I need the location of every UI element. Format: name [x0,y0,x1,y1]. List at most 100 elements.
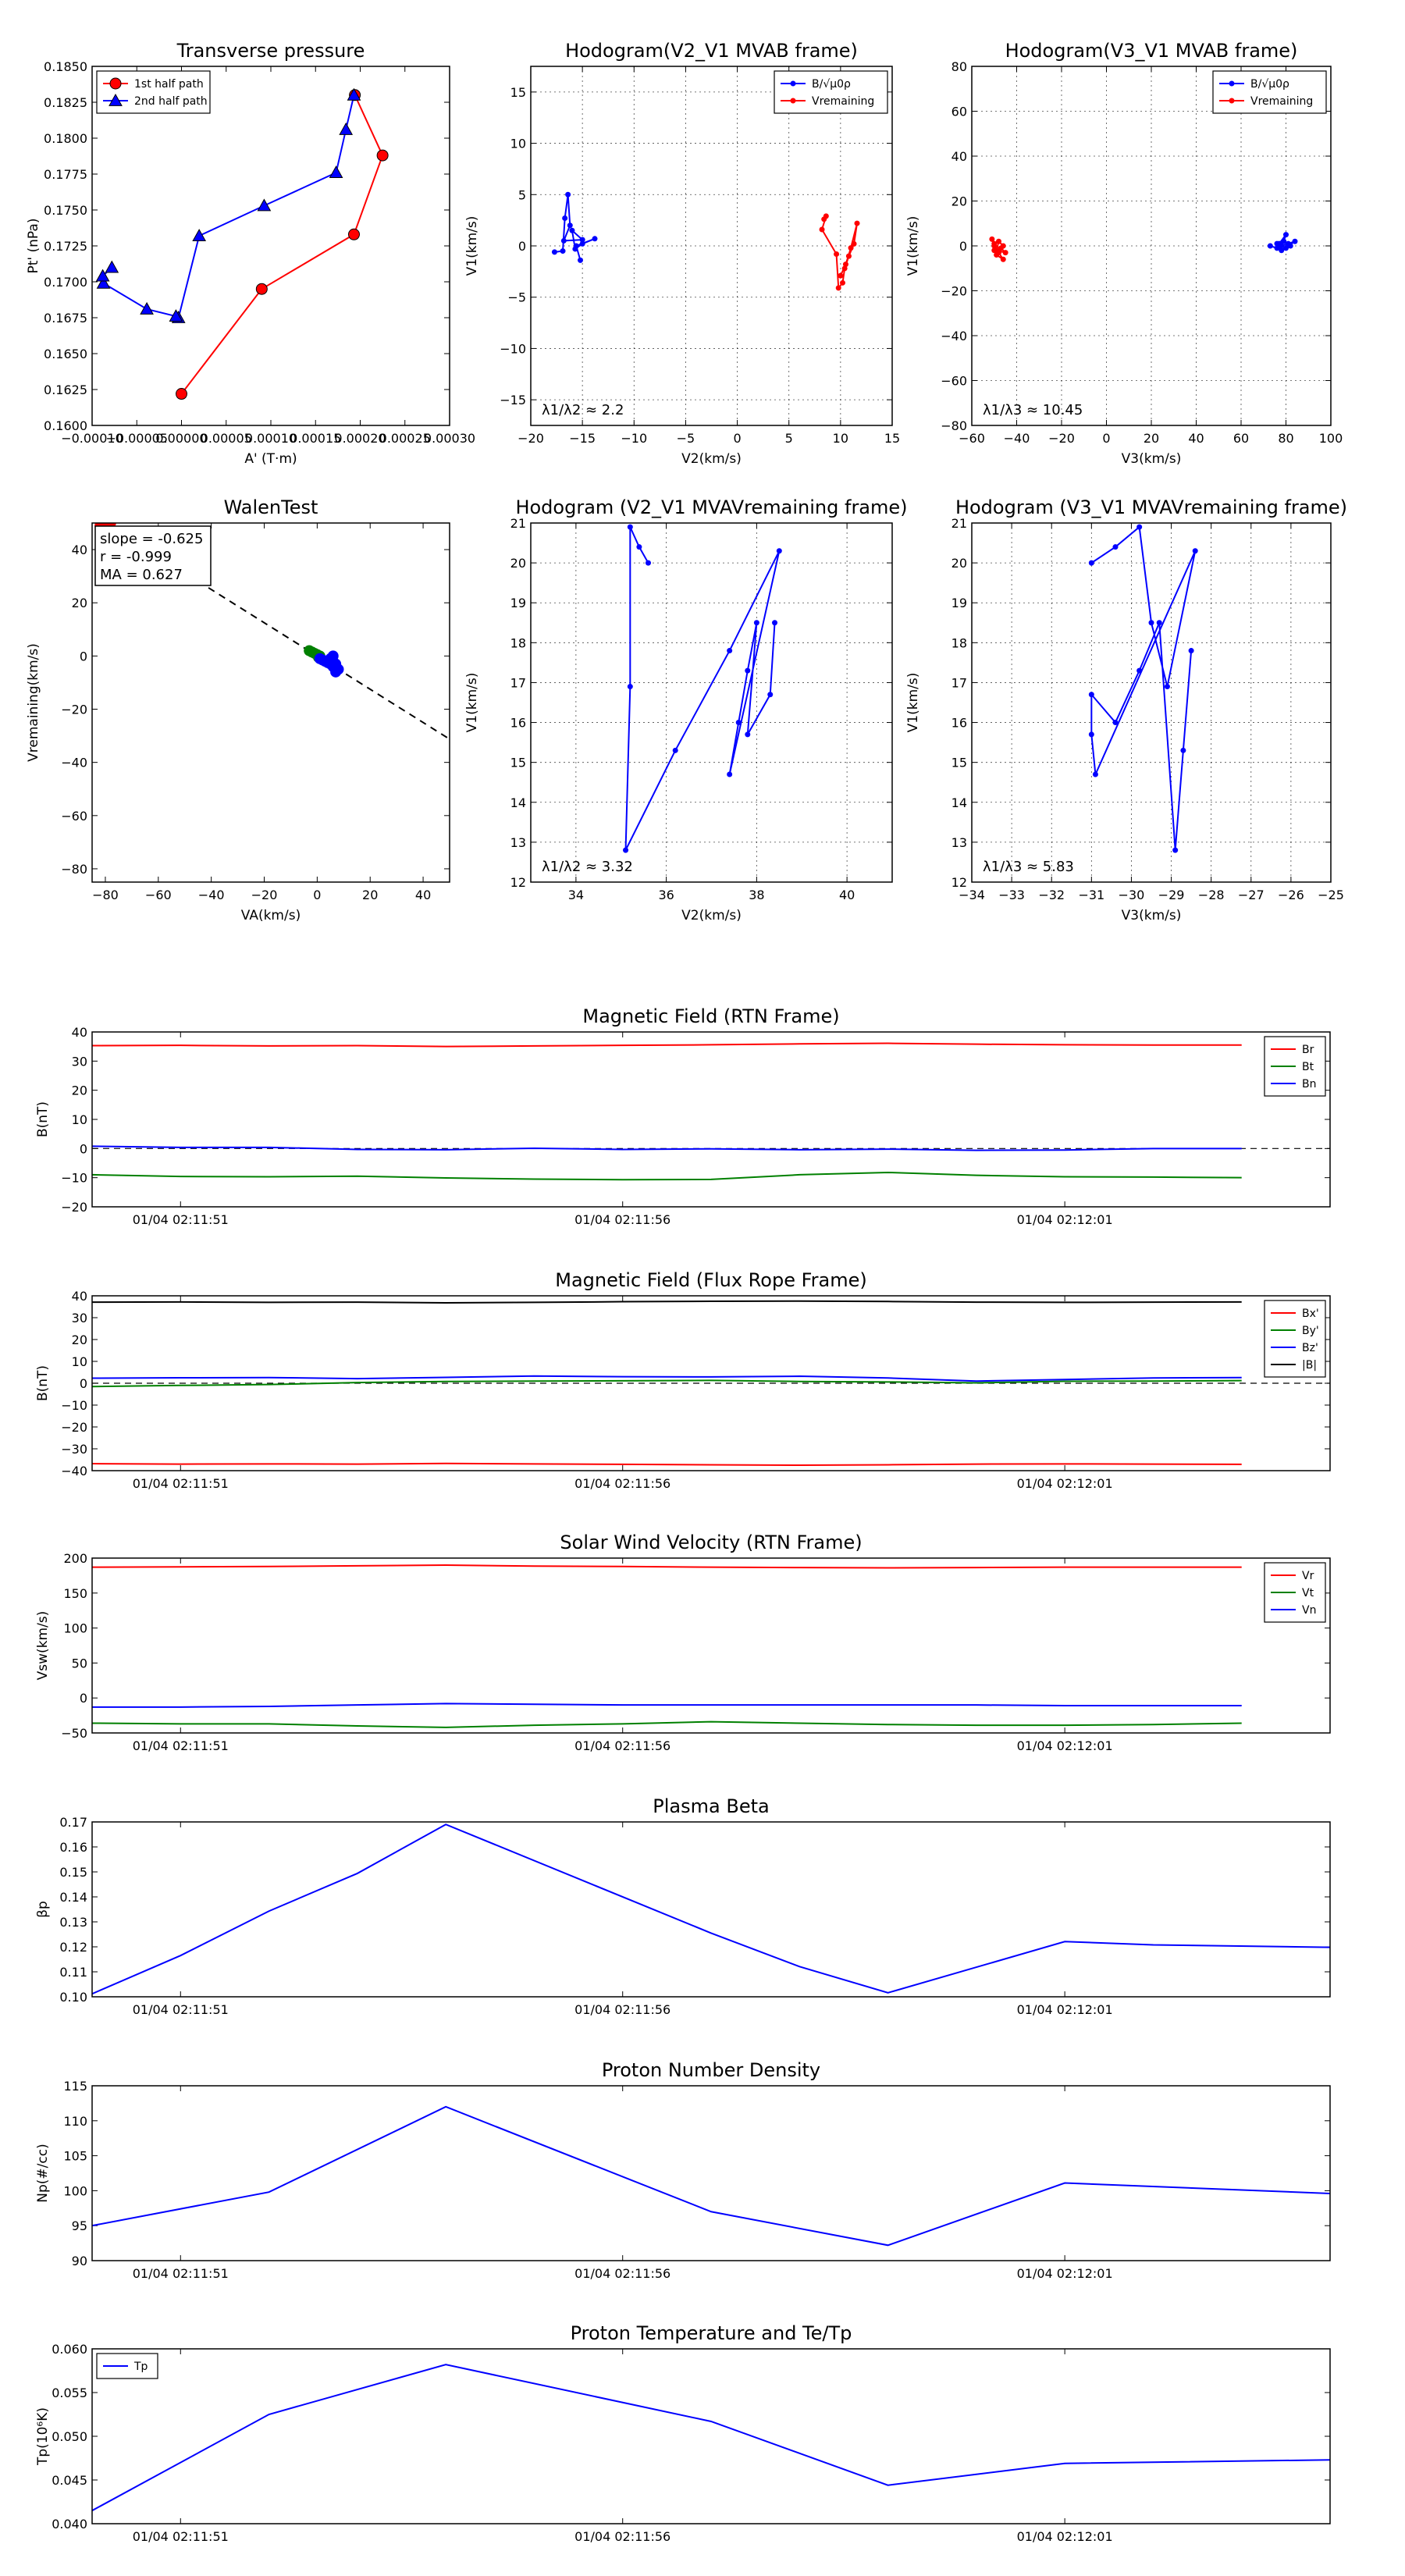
magfr-frame [91,1295,1331,1471]
tp-legend-label-1: 2nd half path [134,95,208,108]
tp-ytick-label-6: 0.1750 [44,203,87,218]
magrtn-xtick-label-2: 01/04 02:12:01 [1017,1212,1113,1227]
magrtn-series-Bt [92,1171,1242,1181]
h31-legend-label-1: Vremaining [1250,95,1313,108]
beta-ytick-label-5: 0.15 [59,1865,87,1880]
h31-ytick-label-6: 40 [951,149,967,164]
magrtn-ytick-label-4: 20 [72,1083,87,1098]
h21-ytick-label-0: −15 [500,393,526,407]
h21r-series-hodo [624,526,781,851]
h31-B/√μ0ρ-point-1 [1274,245,1280,251]
h21-B/√μ0ρ-point-11 [573,243,579,249]
h31-B/√μ0ρ-point-9 [1292,238,1298,244]
h21-xtick-label-1: −15 [569,431,596,446]
tp-ytick-label-3: 0.1675 [44,311,87,326]
h31-xtick-label-8: 100 [1319,431,1343,446]
temp-ytick-label-0: 0.040 [52,2517,87,2532]
np-frame [91,2085,1331,2261]
magfr-ytick-label-8: 40 [72,1289,87,1304]
tp-ytick-label-4: 0.1700 [44,275,87,290]
tp-2nd half path-point-0 [347,87,361,101]
h31r-ytick-label-0: 12 [951,875,967,890]
h21r-annotation: λ1/λ2 ≈ 3.32 [542,859,633,875]
temp-xtick-label-2: 01/04 02:12:01 [1017,2529,1113,2544]
beta-ytick-label-1: 0.11 [59,1965,87,1980]
h21r-hodo-point-7 [776,548,782,554]
tp-1st half path-point-1 [255,283,268,295]
h31r-ytick-label-4: 16 [951,716,967,731]
magrtn-plot-area [92,1042,1330,1181]
h31r-xtick-label-5: −29 [1158,888,1185,902]
beta-ytick-label-3: 0.13 [59,1915,87,1930]
h21-Vremaining-point-10 [848,245,854,251]
h31r-xtick-label-1: −33 [998,888,1025,902]
h21-xtick-label-2: −10 [621,431,647,446]
walen-annotation-1: r = -0.999 [100,549,172,565]
h31-ytick-label-8: 80 [951,59,967,74]
magrtn-title: Magnetic Field (RTN Frame) [582,1005,839,1027]
h31r-hodo-point-10 [1136,667,1143,674]
h31-Vremaining-point-11 [1000,243,1006,249]
tp-legend-label-0: 1st half path [134,78,204,91]
h31r-hodo-point-11 [1156,620,1162,626]
np-series-Np [92,2105,1330,2247]
h21r-ytick-label-0: 12 [510,875,526,890]
vel-plot-area [92,1564,1242,1728]
magrtn-ytick-label-3: 10 [72,1112,87,1127]
h21r-title: Hodogram (V2_V1 MVAVremaining frame) [515,496,907,518]
walen-annotation-box [94,525,212,586]
h21r-ytick-label-7: 19 [510,596,526,610]
h21-xlabel: V2(km/s) [681,451,742,467]
tp-2nd half path-point-7 [140,301,154,315]
h21r-xlabel: V2(km/s) [681,908,742,923]
h21-B/√μ0ρ-point-2 [562,215,568,222]
tp-xtick-label-2: 0.00000 [155,431,207,446]
h21-Vremaining-point-5 [840,279,846,286]
vel-ylabel: Vsw(km/s) [35,1611,51,1681]
magfr-ytick-label-1: −30 [61,1442,87,1457]
h31-legend-box [1212,70,1327,114]
np-xtick-label-2: 01/04 02:12:01 [1017,2266,1113,2281]
h31r-ytick-label-8: 20 [951,556,967,571]
h31-plot-area [991,234,1296,261]
magrtn-legend-label-0: Br [1302,1044,1314,1056]
h21r-ytick-label-3: 15 [510,756,526,770]
h31-ytick-label-4: 0 [959,239,967,254]
h21r-hodo-point-3 [627,684,633,690]
walen-ylabel: Vremaining(km/s) [26,643,41,762]
h21-Vremaining-point-12 [838,272,844,279]
h31-xtick-label-7: 80 [1278,431,1293,446]
walen-xtick-label-2: −40 [198,888,225,902]
h31r-ytick-label-1: 13 [951,835,967,850]
h31-title: Hodogram(V3_V1 MVAB frame) [1005,40,1298,62]
np-ytick-label-3: 105 [63,2149,87,2164]
walen-fit-line [104,523,450,740]
walen-ytick-label-5: 20 [72,596,87,610]
h21r-xtick-label-3: 40 [839,888,855,902]
np-ytick-label-0: 90 [72,2254,87,2268]
h31r-hodo-point-3 [1148,620,1154,626]
tp-ylabel: Pt' (nPa) [26,219,41,274]
tp-1st half path-point-3 [376,149,389,162]
h21r-hodo-point-6 [727,648,733,654]
h31r-hodo-point-9 [1112,720,1119,726]
magfr-ytick-label-3: −10 [61,1398,87,1413]
beta-xtick-label-2: 01/04 02:12:01 [1017,2002,1113,2017]
h21-annotation: λ1/λ2 ≈ 2.2 [542,402,624,418]
temp-ytick-label-2: 0.050 [52,2429,87,2444]
beta-xtick-label-1: 01/04 02:11:56 [574,2002,670,2017]
magfr-plot-area [92,1300,1330,1467]
h31-Vremaining-point-6 [991,243,998,249]
h21-Vremaining-point-1 [823,213,829,219]
h21r-hodo-point-12 [745,731,751,738]
walen-blue-point-10 [327,650,339,662]
walen-blue-point-11 [333,664,344,675]
h31r-hodo-point-14 [1188,648,1194,654]
h21r-ylabel: V1(km/s) [464,673,480,733]
tp-plot-area [101,94,384,395]
vel-xtick-label-1: 01/04 02:11:56 [574,1738,670,1753]
magfr-ytick-label-2: −20 [61,1420,87,1435]
tp-xtick-label-3: 0.00005 [201,431,252,446]
walen-annotation-0: slope = -0.625 [100,531,203,547]
h31-xtick-label-0: −60 [959,431,985,446]
